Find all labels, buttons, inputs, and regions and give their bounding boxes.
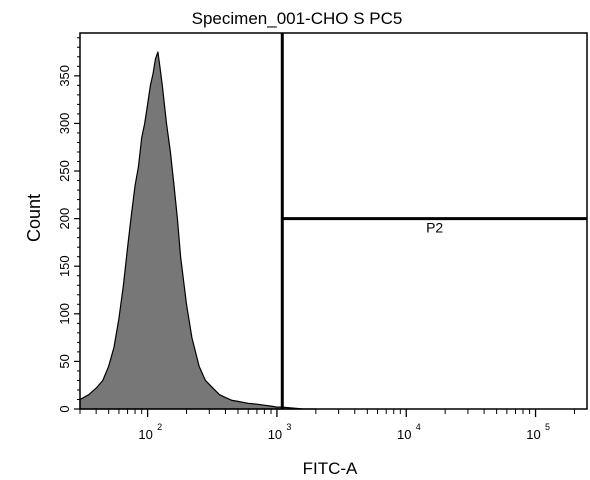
x-axis-label: FITC-A (303, 459, 358, 478)
x-tick-exponent: 5 (545, 422, 550, 432)
x-tick-label: 10 (397, 427, 411, 442)
y-tick-label: 350 (57, 65, 72, 87)
x-tick-label: 10 (138, 427, 152, 442)
y-tick-label: 300 (57, 113, 72, 135)
y-tick-label: 50 (57, 354, 72, 368)
x-tick-exponent: 3 (286, 422, 291, 432)
gate-layer: P2 (280, 33, 587, 409)
gate-label: P2 (426, 220, 443, 236)
chart-title: Specimen_001-CHO S PC5 (192, 9, 403, 28)
x-tick-label: 10 (268, 427, 282, 442)
y-tick-label: 200 (57, 208, 72, 230)
y-axis-label-group: Count (24, 194, 44, 242)
y-axis-label: Count (24, 194, 44, 242)
y-tick-label: 100 (57, 303, 72, 325)
y-tick-label: 0 (57, 405, 72, 412)
y-tick-label: 150 (57, 255, 72, 277)
x-tick-exponent: 4 (416, 422, 421, 432)
plot-frame (79, 32, 588, 410)
x-tick-exponent: 2 (157, 422, 162, 432)
x-tick-label: 10 (526, 427, 540, 442)
plot-area (79, 51, 317, 410)
histogram-series-0 (79, 51, 317, 410)
y-tick-label: 250 (57, 160, 72, 182)
